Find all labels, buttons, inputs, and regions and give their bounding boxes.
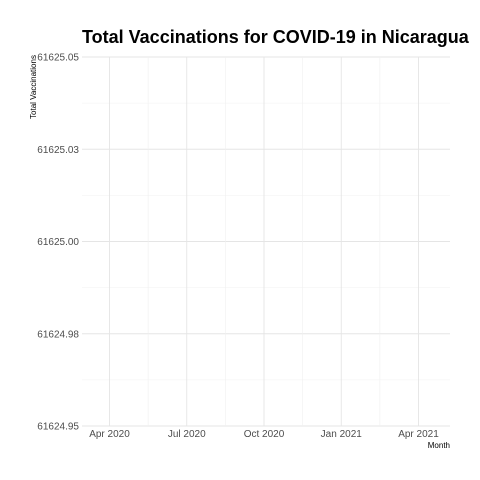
x-tick-label: Jul 2020 (168, 429, 206, 440)
y-tick-label: 61625.00 (37, 237, 79, 248)
chart-title: Total Vaccinations for COVID-19 in Nicar… (82, 27, 470, 47)
y-tick-label: 61624.95 (37, 422, 79, 433)
y-tick-labels: 61624.95 61624.98 61625.00 61625.03 61625.05 (37, 53, 79, 433)
x-tick-labels: Apr 2020 Jul 2020 Oct 2020 Jan 2021 Apr 2021 (89, 429, 439, 440)
y-tick-label: 61625.03 (37, 145, 79, 156)
x-tick-label: Oct 2020 (244, 429, 285, 440)
y-tick-label: 61624.98 (37, 329, 79, 340)
x-tick-label: Apr 2021 (398, 429, 439, 440)
grid-lines (82, 56, 450, 427)
y-axis-label: Total Vaccinations (29, 55, 38, 119)
y-tick-label: 61625.05 (37, 53, 79, 64)
x-axis-label: Month (428, 441, 450, 450)
x-tick-label: Apr 2020 (89, 429, 130, 440)
x-tick-label: Jan 2021 (321, 429, 363, 440)
